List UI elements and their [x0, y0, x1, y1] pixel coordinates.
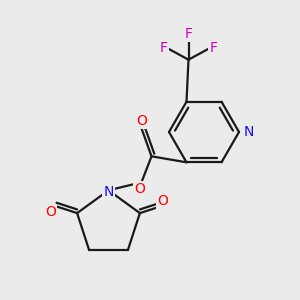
Text: F: F	[160, 41, 167, 55]
Text: F: F	[184, 27, 193, 41]
Text: N: N	[103, 185, 114, 199]
Text: O: O	[45, 205, 56, 219]
Text: O: O	[134, 182, 145, 196]
Text: F: F	[209, 41, 217, 55]
Text: N: N	[244, 125, 254, 139]
Text: O: O	[136, 114, 147, 128]
Text: O: O	[157, 194, 168, 208]
